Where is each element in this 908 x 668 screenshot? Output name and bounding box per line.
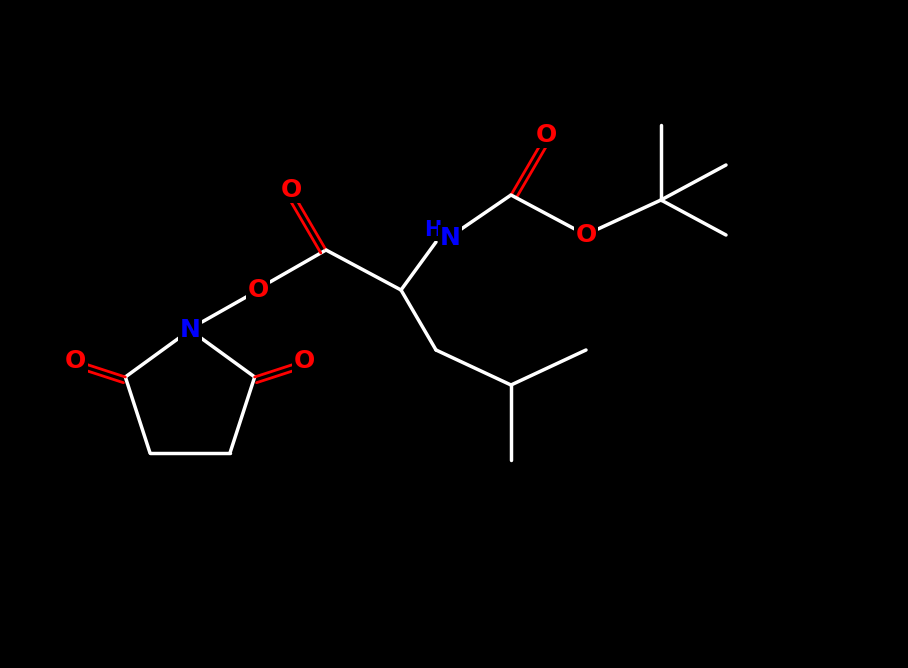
Text: N: N xyxy=(180,318,201,342)
Text: O: O xyxy=(293,349,315,373)
Text: O: O xyxy=(536,123,557,147)
Text: O: O xyxy=(65,349,86,373)
Text: O: O xyxy=(281,178,301,202)
Text: N: N xyxy=(439,226,460,250)
Text: O: O xyxy=(576,223,597,247)
Text: H: H xyxy=(424,220,441,240)
Text: O: O xyxy=(247,278,269,302)
